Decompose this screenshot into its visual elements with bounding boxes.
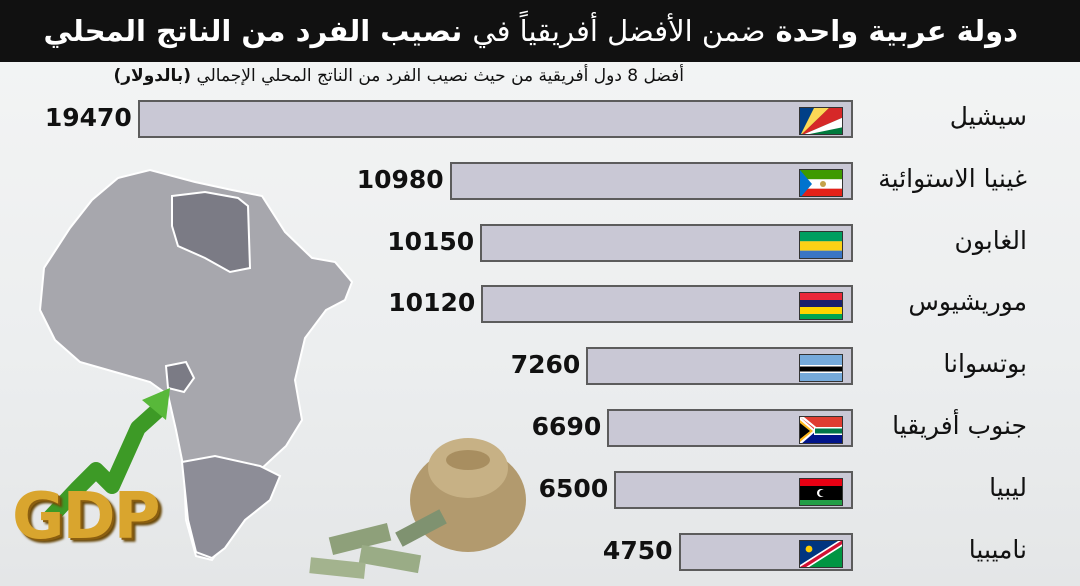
title-part-regular: ضمن الأفضل أفريقياً في <box>472 14 766 48</box>
bar-row: 7260 بوتسوانا <box>0 347 1080 387</box>
country-label: ليبيا <box>989 472 1027 502</box>
bar <box>480 223 853 262</box>
bar-row: 6500 ليبيا <box>0 470 1080 511</box>
libya-flag-icon <box>798 477 843 506</box>
bar-row: 4750 ناميبيا <box>0 532 1080 573</box>
bar-row: 6690 جنوب أفريقيا <box>0 409 1080 449</box>
bar <box>449 161 853 200</box>
subtitle-unit: (بالدولار) <box>113 66 192 86</box>
gabon-flag-icon <box>798 230 843 259</box>
money-bag-icon <box>309 438 526 579</box>
value-label: 7260 <box>510 350 581 380</box>
value-label: 6500 <box>538 473 609 503</box>
gabon-highlight <box>164 360 196 394</box>
bar <box>614 470 853 509</box>
value-label: 10980 <box>356 164 444 194</box>
namibia-flag-icon <box>798 539 843 568</box>
title-part-bold-2: نصيب الفرد من الناتج المحلي <box>43 14 463 48</box>
bar <box>678 532 853 571</box>
country-label: موريشيوس <box>908 287 1027 317</box>
equatorial-guinea-flag-icon <box>798 168 843 197</box>
value-label: 10150 <box>387 226 475 256</box>
page-title: دولة عربية واحدة ضمن الأفضل أفريقياً في … <box>0 0 1080 62</box>
country-label: سيشيل <box>949 102 1027 131</box>
gdp-decorative-label: GDP <box>12 480 161 554</box>
seychelles-flag-icon <box>798 107 843 135</box>
country-label: غينيا الاستوائية <box>878 163 1027 193</box>
mauritius-flag-icon <box>798 292 843 321</box>
country-label: الغابون <box>954 225 1027 255</box>
country-label: بوتسوانا <box>943 349 1027 379</box>
value-label: 19470 <box>44 103 132 132</box>
bar-row: 19470 سيشيل <box>0 100 1080 140</box>
bar-row: 10120 موريشيوس <box>0 285 1080 325</box>
value-label: 10120 <box>388 288 476 318</box>
value-label: 4750 <box>602 535 673 565</box>
subtitle-text: أفضل 8 دول أفريقية من حيث نصيب الفرد من … <box>196 66 684 86</box>
south-africa-flag-icon <box>798 416 843 444</box>
bar <box>481 285 853 324</box>
chart-subtitle: أفضل 8 دول أفريقية من حيث نصيب الفرد من … <box>44 66 685 86</box>
growth-arrow-icon <box>42 388 170 526</box>
title-part-bold-1: دولة عربية واحدة <box>775 14 1018 48</box>
bar-row: 10150 الغابون <box>0 223 1080 264</box>
bar <box>586 347 853 386</box>
country-label: ناميبيا <box>968 534 1027 564</box>
libya-highlight <box>171 190 252 274</box>
botswana-flag-icon <box>798 354 843 383</box>
country-label: جنوب أفريقيا <box>892 411 1027 440</box>
bar <box>607 409 853 447</box>
value-label: 6690 <box>531 412 602 441</box>
southern-africa-highlight <box>180 454 282 560</box>
bar-row: 10980 غينيا الاستوائية <box>0 161 1080 202</box>
bar <box>137 100 853 138</box>
